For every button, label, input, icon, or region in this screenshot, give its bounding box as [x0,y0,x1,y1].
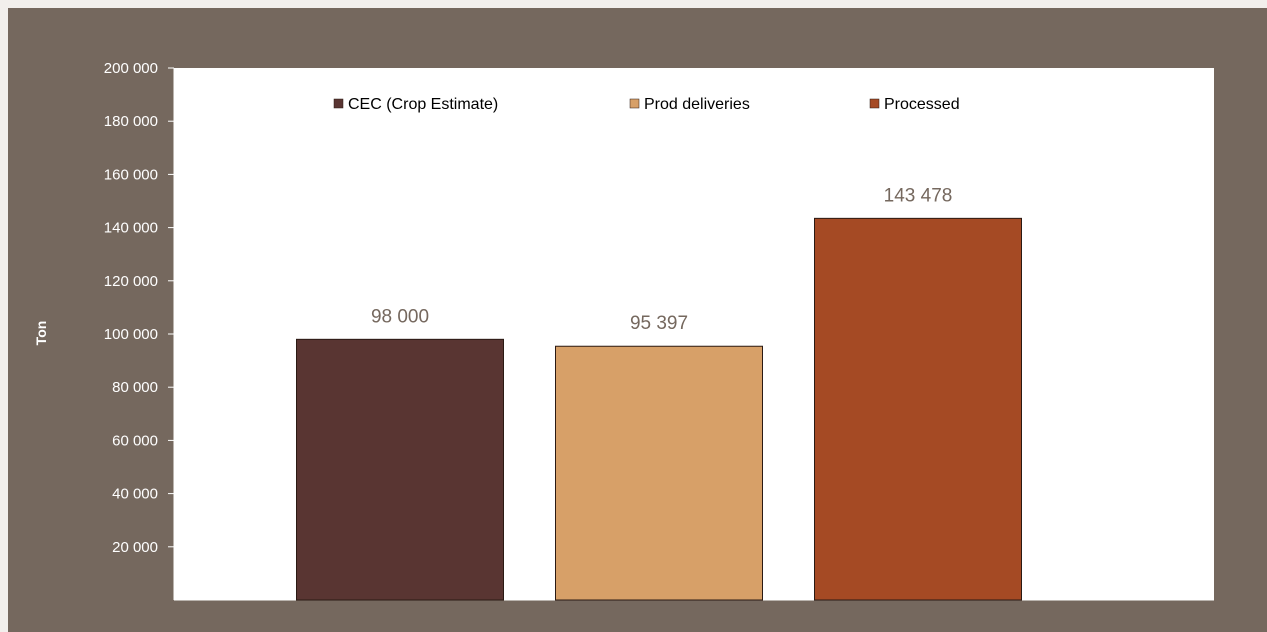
legend-swatch [869,98,880,109]
y-tick-label: 180 000 [104,113,158,130]
legend-label: Prod deliveries [644,96,750,113]
y-axis-title: Ton [33,321,49,346]
chart-frame: 20 000 40 000 60 000 80 000 100 000 120 000 14… [8,8,1267,632]
y-tick-label: 40 000 [112,486,158,503]
bars [296,217,1022,601]
bar [555,345,763,601]
y-tick-label: 80 000 [112,379,158,396]
data-label: 98 000 [371,306,429,327]
legend-label: Processed [884,96,960,113]
bar [296,338,504,601]
legend-label: CEC (Crop Estimate) [348,96,498,113]
bar-chart: 20 000 40 000 60 000 80 000 100 000 120 000 14… [33,60,1214,601]
y-tick-label: 120 000 [104,273,158,290]
y-tick-label: 200 000 [104,60,158,77]
y-tick-label: 60 000 [112,432,158,449]
legend: CEC (Crop Estimate) Prod deliveries Proces… [333,96,960,113]
y-tick-label: 20 000 [112,539,158,556]
bar [814,217,1022,601]
y-tick-label: 100 000 [104,326,158,343]
legend-swatch [333,98,344,109]
data-labels: 98 000 95 397 143 478 [371,185,952,334]
y-tick-label: 140 000 [104,220,158,237]
y-tick-label: 160 000 [104,166,158,183]
data-label: 95 397 [630,313,688,334]
data-label: 143 478 [884,185,953,206]
legend-swatch [629,98,640,109]
